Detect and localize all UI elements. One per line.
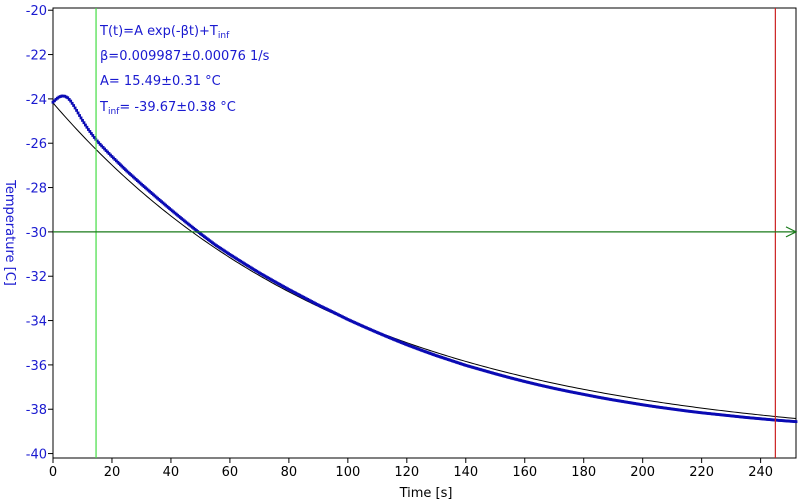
data-point xyxy=(91,134,95,137)
data-point xyxy=(98,142,102,146)
y-tick-label: -26 xyxy=(26,137,47,152)
data-point xyxy=(75,109,78,112)
x-tick-label: 100 xyxy=(335,465,360,480)
data-point xyxy=(54,97,58,101)
x-tick-label: 80 xyxy=(281,465,298,480)
data-point xyxy=(69,99,73,103)
data-point xyxy=(103,147,106,151)
y-tick-label: -20 xyxy=(26,4,47,19)
data-point xyxy=(104,149,108,152)
y-tick-label: -30 xyxy=(26,226,47,241)
tinf-rest: = -39.67±0.38 °C xyxy=(119,100,235,115)
fit-annotation: T(t)=A exp(-βt)+Tinf β=0.009987±0.00076 … xyxy=(99,24,270,117)
data-point xyxy=(84,123,87,127)
data-point xyxy=(63,94,67,98)
data-point xyxy=(113,158,117,161)
data-point xyxy=(82,121,86,125)
data-point xyxy=(112,156,115,160)
data-point xyxy=(56,96,59,100)
data-point xyxy=(64,95,68,99)
plot-frame xyxy=(52,7,797,459)
data-point xyxy=(107,152,111,155)
data-point xyxy=(67,98,71,101)
data-point xyxy=(79,116,83,120)
x-tick-label: 240 xyxy=(748,465,773,480)
x-tick-label: 40 xyxy=(163,465,180,480)
data-point xyxy=(57,95,61,99)
data-point xyxy=(794,420,798,424)
arrow-right-icon xyxy=(785,226,798,238)
data-points xyxy=(51,94,798,424)
x-tick-label: 60 xyxy=(222,465,239,480)
a-line: A= 15.49±0.31 °C xyxy=(100,74,221,89)
y-tick-label: -38 xyxy=(26,403,47,418)
data-point xyxy=(70,101,74,105)
tinf-sub: inf xyxy=(108,107,120,117)
beta-line: β=0.009987±0.00076 1/s xyxy=(100,49,270,64)
x-tick-label: 0 xyxy=(49,465,57,480)
data-point xyxy=(76,111,80,115)
data-point xyxy=(51,100,55,104)
x-tick-label: 140 xyxy=(453,465,478,480)
formula-main: T(t)=A exp(-βt)+T xyxy=(99,24,218,39)
data-point xyxy=(114,159,118,163)
data-point xyxy=(78,114,81,117)
plot-border xyxy=(52,7,797,459)
x-tick-label: 120 xyxy=(394,465,419,480)
data-point xyxy=(86,128,90,131)
formula-sub: inf xyxy=(218,31,230,41)
fit-line xyxy=(52,102,797,420)
data-point xyxy=(58,95,62,98)
data-point xyxy=(89,132,93,135)
fit-curve xyxy=(52,102,797,420)
y-tick-label: -22 xyxy=(26,49,47,64)
y-tick-label: -24 xyxy=(26,93,47,108)
data-point xyxy=(788,419,792,423)
x-axis-ticks: 0 20 40 60 80 100 120 140 160 180 200 220 240 xyxy=(49,458,773,480)
data-point xyxy=(791,420,795,423)
formula-line: T(t)=A exp(-βt)+Tinf xyxy=(99,24,230,41)
data-point xyxy=(109,153,112,157)
x-tick-label: 220 xyxy=(689,465,714,480)
x-tick-label: 20 xyxy=(104,465,121,480)
data-point xyxy=(92,136,96,139)
y-tick-label: -28 xyxy=(26,182,47,197)
data-point xyxy=(100,144,104,148)
y-tick-label: -32 xyxy=(26,270,47,285)
y-axis-label: Temperature [C] xyxy=(2,179,17,286)
y-tick-label: -36 xyxy=(26,359,47,374)
data-point xyxy=(793,420,796,423)
x-axis-label: Time [s] xyxy=(399,486,453,501)
cursor-lines[interactable] xyxy=(53,8,798,458)
data-point xyxy=(101,146,105,149)
y-tick-label: -40 xyxy=(26,448,47,463)
data-point xyxy=(66,96,70,100)
data-point xyxy=(106,150,109,154)
data-point xyxy=(97,141,101,145)
x-tick-label: 200 xyxy=(630,465,655,480)
data-point xyxy=(790,419,793,423)
tinf-main: T xyxy=(99,100,108,115)
data-point xyxy=(95,139,99,143)
data-point xyxy=(60,94,64,98)
y-axis-ticks: -20 -22 -24 -26 -28 -30 -32 -34 -36 -38 -40 xyxy=(26,4,53,463)
data-point xyxy=(88,130,92,133)
data-point xyxy=(85,125,89,129)
data-point xyxy=(61,94,65,98)
x-tick-label: 180 xyxy=(571,465,596,480)
data-point xyxy=(110,155,114,158)
data-point xyxy=(73,106,77,110)
data-point xyxy=(53,99,56,103)
y-tick-label: -34 xyxy=(26,315,47,330)
data-point xyxy=(81,118,84,122)
tinf-line: Tinf= -39.67±0.38 °C xyxy=(99,100,236,117)
data-point xyxy=(72,104,76,107)
x-tick-label: 160 xyxy=(512,465,537,480)
